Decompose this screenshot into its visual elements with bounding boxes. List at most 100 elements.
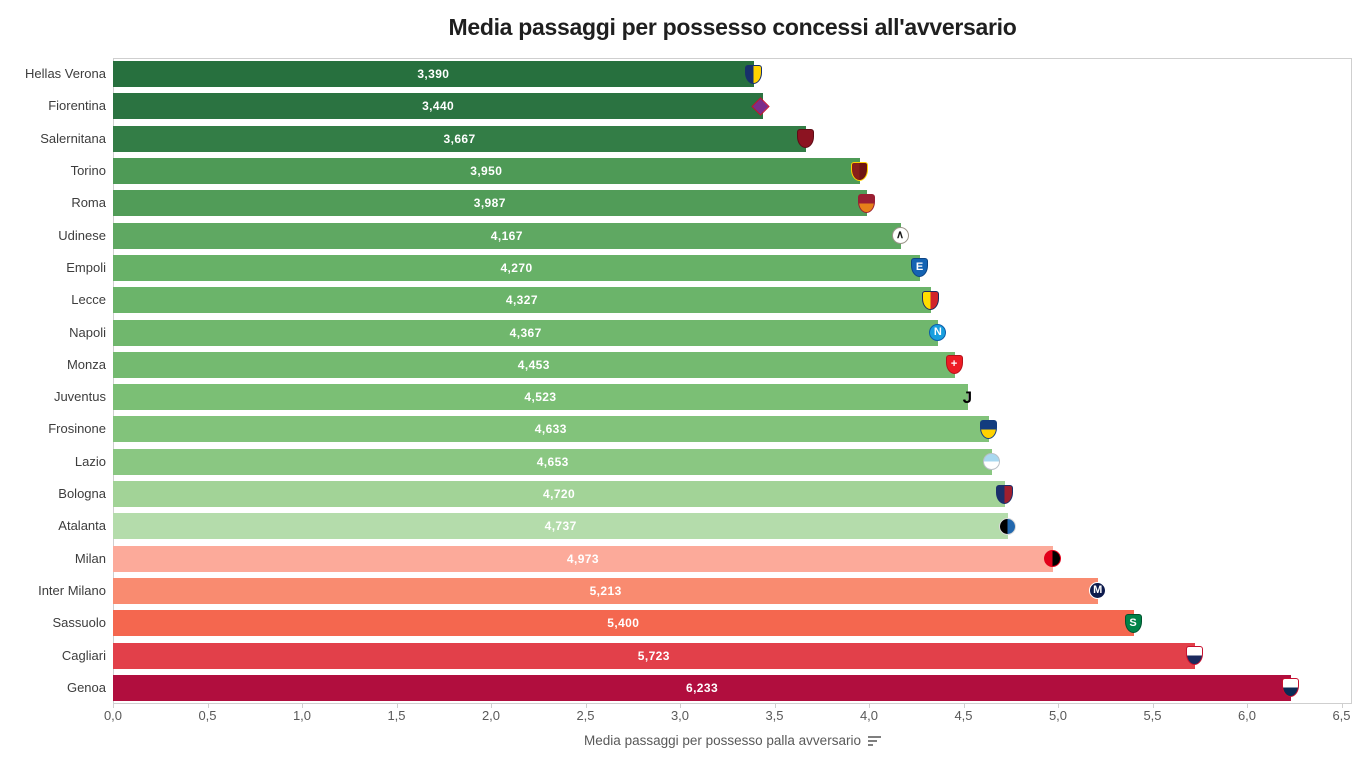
bar-value-label: 4,653 (536, 454, 569, 469)
bar-lecce[interactable]: 4,327 (113, 287, 931, 314)
bar-fiorentina[interactable]: 3,440 (113, 93, 764, 120)
milan-logo (1043, 550, 1061, 568)
bar-value-label: 4,973 (566, 551, 599, 566)
x-axis-tick-label: 6,5 (1332, 708, 1351, 723)
bar-salernitana[interactable]: 3,667 (113, 125, 807, 152)
x-axis-title: Media passaggi per possesso palla avvers… (584, 733, 861, 748)
bar-value-label: 5,723 (637, 648, 670, 663)
sort-descending-icon[interactable] (867, 735, 881, 746)
x-axis-tick-label: 0,0 (103, 708, 123, 723)
bar-value-label: 4,453 (517, 357, 550, 372)
x-axis-tick-mark (113, 704, 114, 708)
bar-value-label: 4,523 (524, 390, 557, 405)
x-axis-tick-mark (680, 704, 681, 708)
category-label-cagliari: Cagliari (61, 647, 106, 663)
category-label-hellas-verona: Hellas Verona (25, 66, 106, 82)
x-axis-tick-label: 5,0 (1048, 708, 1068, 723)
inter-milano-logo: M (1089, 582, 1107, 600)
bar-sassuolo[interactable]: 5,400 (113, 610, 1134, 637)
category-label-fiorentina: Fiorentina (48, 98, 106, 114)
bar-empoli[interactable]: 4,270 (113, 254, 921, 281)
category-label-bologna: Bologna (58, 486, 106, 502)
category-label-juventus: Juventus (53, 389, 106, 405)
empoli-logo: E (911, 258, 929, 278)
bar-value-label: 4,367 (509, 325, 542, 340)
category-label-frosinone: Frosinone (48, 421, 106, 437)
napoli-logo-letter: N (933, 326, 942, 339)
x-axis-tick-mark (1152, 704, 1154, 708)
category-label-roma: Roma (71, 195, 106, 211)
category-label-monza: Monza (66, 356, 106, 372)
category-label-inter-milano: Inter Milano (38, 582, 106, 598)
bar-lazio[interactable]: 4,653 (113, 448, 993, 475)
x-axis-tick-label: 2,5 (576, 708, 595, 723)
x-axis-tick-mark (491, 704, 492, 708)
atalanta-logo (999, 517, 1017, 535)
bar-value-label: 4,327 (505, 293, 538, 308)
category-label-sassuolo: Sassuolo (52, 615, 106, 631)
x-axis-tick-label: 4,5 (954, 708, 973, 723)
category-label-salernitana: Salernitana (40, 130, 106, 146)
x-axis-tick-label: 3,5 (765, 708, 784, 723)
bar-bologna[interactable]: 4,720 (113, 481, 1006, 508)
x-axis-title-group: Media passaggi per possesso palla avvers… (113, 733, 1352, 748)
monza-logo: + (945, 355, 963, 375)
bar-torino[interactable]: 3,950 (113, 158, 860, 185)
bar-value-label: 4,737 (544, 519, 577, 534)
category-label-atalanta: Atalanta (58, 518, 106, 534)
bar-value-label: 3,667 (443, 131, 476, 146)
bar-hellas-verona[interactable]: 3,390 (113, 61, 754, 88)
x-axis-tick-mark (774, 704, 776, 708)
bar-value-label: 3,950 (470, 164, 503, 179)
bar-value-label: 5,213 (589, 583, 622, 598)
juventus-logo-letter: J (962, 387, 973, 407)
bar-value-label: 3,390 (417, 67, 450, 82)
bar-value-label: 3,987 (473, 196, 506, 211)
bar-milan[interactable]: 4,973 (113, 545, 1053, 572)
plot-area (113, 58, 1352, 704)
bar-value-label: 4,633 (534, 422, 567, 437)
x-axis-tick-mark (585, 704, 587, 708)
x-axis-tick-label: 6,0 (1237, 708, 1257, 723)
bar-udinese[interactable]: 4,167 (113, 222, 901, 249)
bar-value-label: 3,440 (422, 99, 455, 114)
bar-monza[interactable]: 4,453 (113, 351, 955, 378)
x-axis-tick-mark (207, 704, 209, 708)
category-label-milan: Milan (74, 550, 106, 566)
category-label-napoli: Napoli (69, 324, 106, 340)
x-axis-tick-label: 1,5 (387, 708, 406, 723)
bar-value-label: 6,233 (686, 680, 719, 695)
bar-frosinone[interactable]: 4,633 (113, 416, 989, 443)
chart-title: Media passaggi per possesso concessi all… (448, 14, 1017, 40)
category-label-lazio: Lazio (74, 453, 106, 469)
bar-juventus[interactable]: 4,523 (113, 384, 968, 411)
x-axis-tick-label: 2,0 (481, 708, 501, 723)
category-label-lecce: Lecce (71, 292, 106, 308)
sassuolo-logo-letter: S (1129, 616, 1137, 629)
x-axis-tick-mark (1058, 704, 1059, 708)
x-axis-tick-mark (869, 704, 870, 708)
category-label-torino: Torino (70, 163, 106, 179)
bar-roma[interactable]: 3,987 (113, 190, 867, 217)
bologna-logo (996, 484, 1014, 504)
bar-value-label: 4,720 (543, 487, 576, 502)
genoa-logo (1282, 678, 1300, 698)
bar-atalanta[interactable]: 4,737 (113, 513, 1009, 540)
bar-napoli[interactable]: 4,367 (113, 319, 939, 346)
x-axis-tick-mark (302, 704, 303, 708)
bar-inter-milano[interactable]: 5,213 (113, 577, 1099, 604)
x-axis-tick-mark (963, 704, 965, 708)
category-label-genoa: Genoa (66, 679, 106, 695)
bar-genoa[interactable]: 6,233 (113, 674, 1292, 701)
x-axis-tick-label: 4,0 (859, 708, 879, 723)
udinese-logo: ∧ (891, 227, 909, 245)
x-axis-tick-mark (1247, 704, 1248, 708)
empoli-logo-letter: E (915, 261, 924, 274)
x-axis-tick-mark (1341, 704, 1343, 708)
bar-cagliari[interactable]: 5,723 (113, 642, 1195, 669)
monza-logo-letter: + (950, 358, 958, 371)
roma-logo (857, 193, 875, 213)
x-axis-tick-label: 1,0 (292, 708, 312, 723)
category-label-udinese: Udinese (58, 227, 106, 243)
